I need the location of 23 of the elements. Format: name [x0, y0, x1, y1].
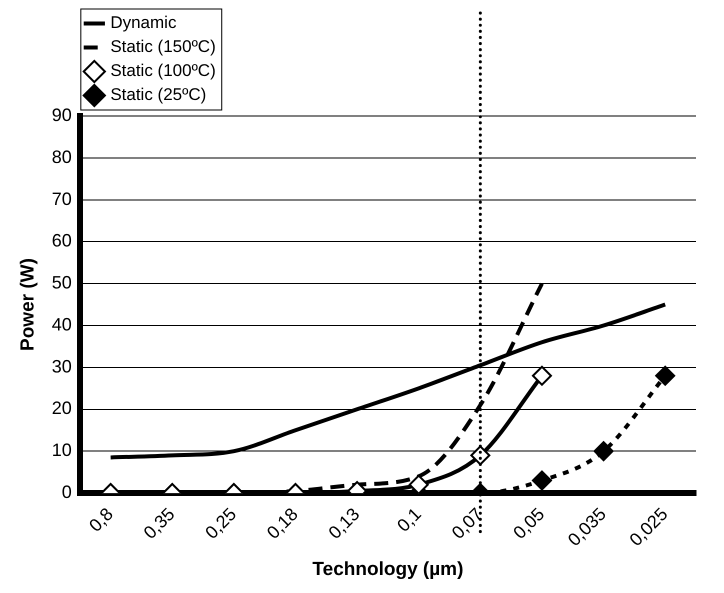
x-axis-title: Technology (µm) — [312, 558, 464, 580]
y-tick-label: 30 — [52, 356, 72, 376]
x-tick-label: 0,13 — [324, 504, 364, 543]
y-tick-label: 80 — [52, 146, 72, 167]
y-tick-label: 50 — [52, 272, 72, 293]
y-axis-title: Power (W) — [18, 258, 39, 351]
x-tick-label: 0,18 — [262, 504, 302, 543]
x-tick-label: 0,35 — [140, 504, 179, 543]
legend-label: Static (100ºC) — [110, 61, 216, 80]
legend-label: Static (150ºC) — [110, 37, 216, 56]
legend-label: Dynamic — [110, 13, 177, 32]
y-tick-label: 20 — [52, 398, 72, 418]
x-tick-label: 0,25 — [201, 504, 240, 543]
y-tick-label: 0 — [62, 482, 72, 502]
y-tick-label: 90 — [52, 104, 72, 125]
y-tick-label: 70 — [52, 188, 72, 209]
y-tick-label: 10 — [52, 440, 72, 460]
legend-label: Static (25ºC) — [110, 85, 206, 104]
y-tick-label: 40 — [52, 314, 72, 334]
x-tick-label: 0,1 — [393, 504, 426, 536]
x-tick-label: 0,8 — [85, 504, 117, 536]
y-tick-label: 60 — [52, 230, 72, 251]
x-tick-label: 0,05 — [509, 504, 548, 543]
